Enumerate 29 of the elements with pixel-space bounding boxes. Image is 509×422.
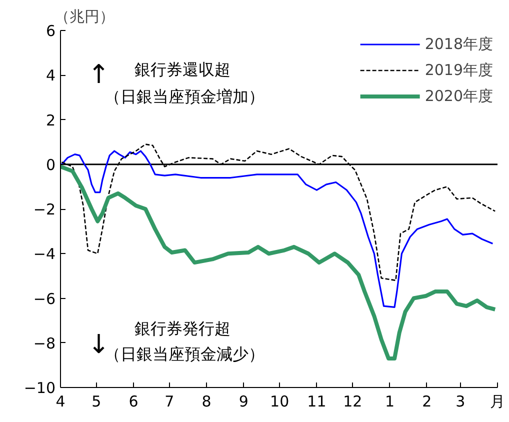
- y-tick-label: −6: [33, 290, 56, 308]
- x-tick-label: 1: [384, 392, 395, 410]
- legend-label: 2020年度: [424, 86, 493, 106]
- legend-label: 2018年度: [424, 34, 493, 54]
- line-series: [60, 164, 498, 360]
- x-tick-label: 8: [202, 392, 212, 410]
- y-tick-label: 4: [46, 66, 56, 85]
- x-tick-label: 6: [128, 392, 138, 410]
- annotation: 銀行券還収超: [134, 60, 230, 80]
- line-series: [60, 150, 494, 308]
- legend-label: 2019年度: [424, 60, 493, 80]
- x-tick-label: 5: [92, 392, 102, 410]
- y-tick-label: 6: [46, 22, 56, 40]
- x-tick-label: 11: [307, 392, 326, 410]
- y-tick-label: −8: [33, 334, 56, 352]
- x-tick-label: 3: [456, 392, 466, 410]
- x-tick-label: 12: [343, 392, 362, 410]
- annotation: 銀行券発行超: [134, 318, 230, 338]
- y-tick-label: 0: [46, 156, 56, 174]
- x-tick-label: 7: [164, 392, 174, 410]
- y-tick-label: −10: [24, 379, 56, 397]
- y-tick-label: −2: [33, 200, 56, 218]
- y-tick-label: 2: [46, 111, 56, 130]
- x-tick-label: 2: [422, 392, 432, 410]
- y-axis-title: （兆円）: [54, 8, 114, 26]
- x-tick-label: 9: [238, 392, 248, 410]
- x-axis-title: 月: [490, 392, 505, 410]
- x-tick-label: 10: [270, 392, 290, 410]
- y-tick-label: −4: [33, 245, 56, 264]
